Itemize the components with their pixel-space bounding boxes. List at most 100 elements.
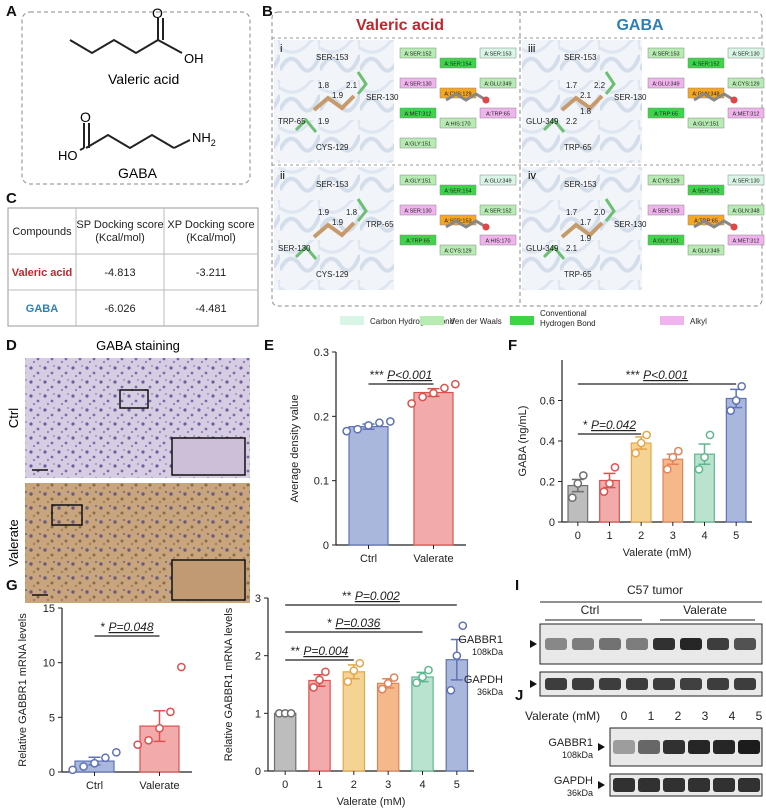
- residue-stick: [604, 198, 616, 222]
- blot-j-band: [613, 740, 635, 754]
- residue-label: SER-153: [564, 180, 597, 189]
- table-cell-compound: GABA: [26, 303, 58, 315]
- blot-i-band: [545, 638, 567, 650]
- data-point: [636, 438, 646, 448]
- interaction-map-box: [727, 107, 765, 119]
- data-point: [286, 708, 296, 718]
- y-tick-label: 0.1: [314, 476, 329, 488]
- gaba-structure: [79, 123, 191, 151]
- panel-g-chart: 0 5 10 15 Relative GABBR1 mRNA levels Ctrl Val…: [17, 603, 192, 792]
- panel-h-chart: 0 1 2 3 Relative GABBR1 mRNA levels Valerate …: [223, 589, 474, 808]
- blot-j-lane-label: 4: [729, 709, 736, 723]
- data-point: [309, 683, 318, 692]
- interaction-map-label: A:SER:152: [484, 209, 511, 215]
- residue-label: SER-130: [614, 93, 647, 102]
- legend-label: Ven der Waals: [450, 317, 502, 326]
- data-point: [458, 621, 468, 631]
- panel-letter-b: B: [262, 3, 273, 20]
- table-row: Valeric acid -4.813 -3.211: [12, 267, 226, 279]
- residue-label: SER-130: [366, 93, 399, 102]
- x-tick-label: Ctrl: [360, 553, 377, 565]
- panel-d: GABA staining Ctrl Valerate: [6, 338, 250, 603]
- interaction-map-box: [439, 244, 477, 256]
- x-axis-label: Valerate (mM): [623, 547, 692, 559]
- blot-i-band: [734, 678, 756, 690]
- data-point: [90, 758, 99, 768]
- interaction-map-box: [479, 107, 517, 119]
- data-point: [144, 735, 153, 745]
- data-point: [662, 465, 672, 474]
- data-point: [668, 452, 678, 462]
- blot-j-arrow-icon: [598, 743, 605, 751]
- legend-label: Conventional Hydrogen Bond: [540, 309, 596, 328]
- residue-stick: [356, 71, 368, 95]
- interaction-map-label: A:SER:154: [444, 189, 471, 195]
- data-point: [383, 678, 393, 688]
- data-point: [567, 493, 577, 503]
- bar: [273, 712, 297, 772]
- interaction-map-label: A:MET:312: [405, 112, 432, 118]
- data-point: [349, 666, 359, 676]
- interaction-map-box: [687, 184, 725, 196]
- blot-i-band-size: 36kDa: [477, 687, 503, 697]
- blot-i-band: [626, 638, 648, 650]
- legend-item: Carbon Hydrogen Bond: [340, 316, 454, 326]
- interaction-map-label: A:SER:152: [692, 189, 719, 195]
- blot-i-arrow-icon: [530, 680, 537, 688]
- blot-i-band: [707, 678, 729, 690]
- data-point: [79, 762, 88, 771]
- interaction-map-box: [647, 47, 685, 59]
- blot-j-band-name: GABBR1: [548, 737, 593, 749]
- panel-letter-e: E: [264, 337, 274, 354]
- blot-i-band: [707, 638, 729, 650]
- data-point: [573, 479, 583, 488]
- distance-label: 2.1: [580, 91, 592, 100]
- y-tick-label: 2: [255, 651, 261, 663]
- blot-i-band: [626, 678, 648, 690]
- distance-label: 1.8: [580, 107, 592, 116]
- blot-i-band: [599, 638, 621, 650]
- data-point: [631, 448, 641, 458]
- residue-stick: [542, 244, 566, 260]
- distance-label: 2.1: [346, 81, 358, 90]
- data-point: [176, 662, 186, 672]
- ligand-oxygen: [730, 96, 738, 104]
- residue-label: SER-130: [278, 244, 311, 253]
- blot-i-group-label: Valerate: [683, 603, 727, 617]
- ligand-oxygen: [482, 223, 490, 231]
- ligand-stick: [560, 221, 604, 239]
- blot-j-band: [688, 740, 710, 754]
- residue-label: SER-153: [564, 53, 597, 62]
- blot-i-band: [545, 678, 567, 690]
- ligand-stick: [560, 94, 604, 112]
- x-tick-label: 0: [282, 779, 288, 791]
- interaction-map-box: [647, 204, 685, 216]
- x-tick-label: 1: [606, 530, 612, 542]
- blot-j-lane-label: 2: [675, 709, 682, 723]
- ligand-2d: [445, 219, 487, 229]
- y-tick-label: 0.3: [314, 347, 329, 359]
- data-point: [385, 417, 395, 426]
- x-tick-label: 1: [316, 779, 322, 791]
- subpanel-roman-label: i: [280, 43, 282, 55]
- interaction-map-box: [399, 77, 437, 89]
- x-tick-label: Valerate: [139, 780, 179, 792]
- docking-subpanel-iii: iiiSER-153SER-130GLU-349TRP-651.72.12.22…: [522, 40, 765, 163]
- significance-label: *** P<0.001: [626, 368, 688, 382]
- interaction-map-box: [479, 204, 517, 216]
- interaction-map-box: [439, 117, 477, 129]
- interaction-map-label: A:TRP:65: [486, 112, 510, 118]
- data-point: [418, 392, 427, 402]
- residue-label: TRP-65: [366, 220, 394, 229]
- docking-subpanels: iSER-153SER-130TRP-65CYS-1291.81.92.11.9…: [274, 40, 765, 290]
- blot-j-band-size: 36kDa: [567, 788, 593, 798]
- data-point: [343, 677, 353, 686]
- interaction-map-label: A:HIS:170: [485, 239, 510, 245]
- data-point: [407, 399, 417, 408]
- interaction-map-box: [647, 107, 685, 119]
- residue-label: SER-130: [614, 220, 647, 229]
- residue-stick: [542, 117, 566, 133]
- interaction-map-label: A:GLY:151: [405, 179, 431, 185]
